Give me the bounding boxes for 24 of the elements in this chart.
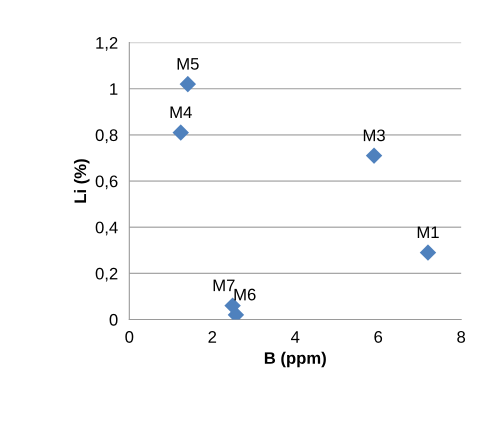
point <box>172 124 189 141</box>
x-tick-label: 6 <box>374 331 382 343</box>
annotation: M4 <box>170 106 192 118</box>
y-axis-title: Li (%) <box>74 159 90 203</box>
annotation: M6 <box>234 288 256 300</box>
y-tick-label: 1 <box>110 83 118 95</box>
annotation: M3 <box>364 129 385 142</box>
point <box>366 147 382 164</box>
y-tick-label: 0,6 <box>96 175 118 190</box>
y-tick-label: 0 <box>110 314 118 326</box>
x-tick-label: 0 <box>125 331 134 343</box>
annotation: M5 <box>178 58 199 70</box>
annotation: M7 <box>214 280 235 292</box>
x-tick-label: 4 <box>290 331 300 343</box>
x-tick-label: 2 <box>208 331 216 343</box>
y-tick-label: 0,4 <box>96 222 118 236</box>
x-axis-title: B (ppm) <box>264 352 326 368</box>
y-tick-label: 0,2 <box>96 268 118 282</box>
x-tick-label: 8 <box>457 331 466 343</box>
point <box>420 244 436 261</box>
annotation: M1 <box>418 226 439 238</box>
point <box>180 76 196 92</box>
y-tick-label: 0,8 <box>96 129 118 144</box>
y-tick-label: 1,2 <box>96 37 118 51</box>
